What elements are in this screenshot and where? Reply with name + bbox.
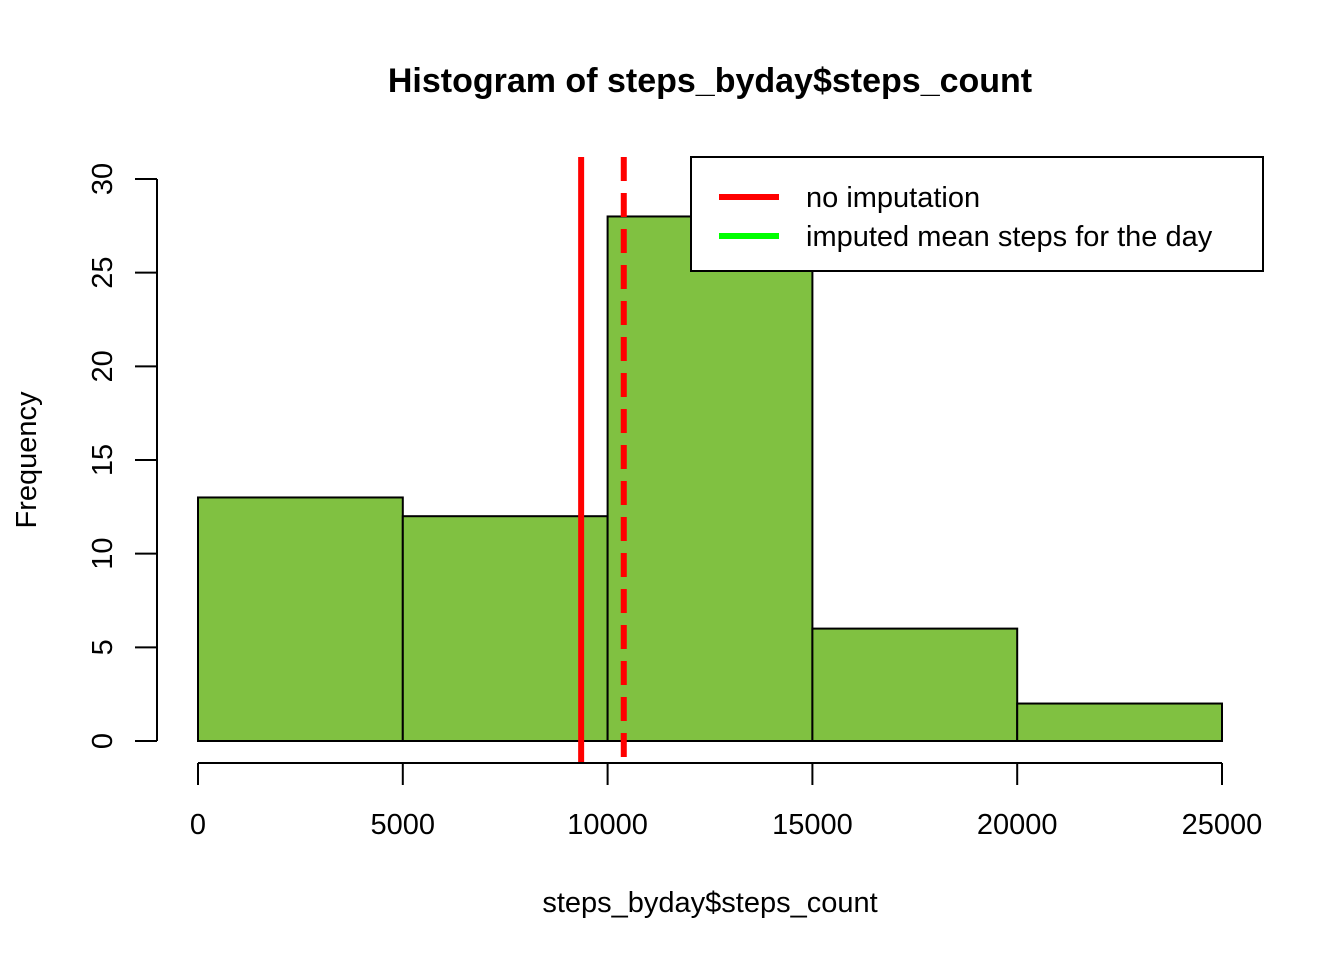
x-tick-label: 20000 <box>977 809 1058 841</box>
y-tick-label: 20 <box>87 350 119 382</box>
legend-label: imputed mean steps for the day <box>806 221 1213 253</box>
y-axis: 0 5 10 15 20 25 30 <box>87 163 158 749</box>
legend-box <box>690 156 1264 272</box>
y-tick-label: 25 <box>87 257 119 289</box>
histogram-bar <box>811 627 1019 742</box>
x-tick-label: 15000 <box>772 809 853 841</box>
y-tick-label: 15 <box>87 444 119 476</box>
bars <box>197 215 1224 743</box>
x-tick-label: 10000 <box>567 809 648 841</box>
y-tick-label: 10 <box>87 538 119 570</box>
x-tick-label: 5000 <box>371 809 436 841</box>
y-axis-title: Frequency <box>11 391 43 529</box>
histogram-bar <box>197 496 404 743</box>
y-tick-label: 5 <box>87 639 119 655</box>
histogram-bar <box>401 515 609 743</box>
y-tick-label: 30 <box>87 163 119 195</box>
x-axis: 0 5000 10000 15000 20000 25000 <box>190 762 1263 841</box>
histogram-bar <box>606 215 814 742</box>
chart-title: Histogram of steps_byday$steps_count <box>388 62 1032 100</box>
x-tick-label: 0 <box>190 809 206 841</box>
histogram-bar <box>1016 702 1224 742</box>
x-axis-title: steps_byday$steps_count <box>542 887 877 919</box>
y-tick-label: 0 <box>87 733 119 749</box>
reference-lines <box>578 157 627 763</box>
x-tick-label: 25000 <box>1182 809 1263 841</box>
legend: no imputation imputed mean steps for the … <box>690 156 1264 272</box>
legend-label: no imputation <box>806 182 980 214</box>
